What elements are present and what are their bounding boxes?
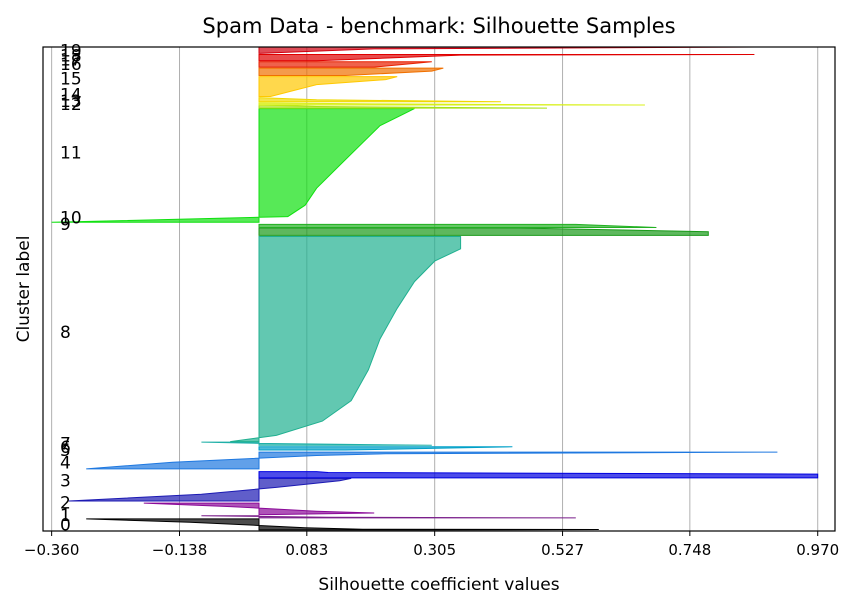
silhouette-cluster-15 <box>258 76 398 97</box>
cluster-label-18: 18 <box>60 47 82 67</box>
x-tick-label: −0.138 <box>152 541 208 559</box>
silhouette-cluster-5 <box>86 451 778 470</box>
silhouette-cluster-12 <box>258 104 548 109</box>
cluster-label-13: 13 <box>60 92 82 112</box>
cluster-label-10: 10 <box>60 209 82 229</box>
silhouette-cluster-13 <box>258 102 645 106</box>
silhouette-cluster-11 <box>51 108 415 223</box>
silhouette-cluster-1 <box>201 515 576 519</box>
silhouette-cluster-19 <box>258 46 755 54</box>
x-tick-label: 0.305 <box>413 541 456 559</box>
cluster-label-11: 11 <box>60 143 82 163</box>
cluster-label-17: 17 <box>60 51 82 71</box>
cluster-label-15: 15 <box>60 70 82 90</box>
cluster-label-16: 16 <box>60 55 82 75</box>
x-axis-label: Silhouette coefficient values <box>318 575 559 595</box>
grid-lines <box>51 47 819 531</box>
x-axis-ticks: −0.360 −0.138 0.083 0.305 0.527 0.748 0.970 <box>24 531 839 559</box>
x-tick-label: 0.748 <box>668 541 711 559</box>
cluster-label-5: 5 <box>60 441 71 461</box>
cluster-label-3: 3 <box>60 472 71 492</box>
cluster-label-8: 8 <box>60 323 71 343</box>
cluster-label-7: 7 <box>60 435 71 455</box>
silhouette-cluster-18 <box>258 54 755 62</box>
silhouette-cluster-6 <box>258 446 513 451</box>
silhouette-cluster-8 <box>230 236 462 443</box>
silhouette-cluster-7 <box>201 441 432 446</box>
cluster-label-9: 9 <box>60 215 71 235</box>
cluster-label-1: 1 <box>60 506 71 526</box>
cluster-label-0: 0 <box>60 516 71 536</box>
x-tick-label: 0.527 <box>541 541 584 559</box>
silhouette-cluster-10 <box>258 223 657 228</box>
chart-title: Spam Data - benchmark: Silhouette Sample… <box>202 14 675 38</box>
x-tick-label: 0.083 <box>285 541 328 559</box>
cluster-label-2: 2 <box>60 494 71 514</box>
silhouette-cluster-2 <box>143 502 375 516</box>
x-tick-label: 0.970 <box>796 541 839 559</box>
cluster-label-12: 12 <box>60 95 82 115</box>
cluster-label-4: 4 <box>60 454 71 474</box>
silhouette-cluster-17 <box>258 61 432 68</box>
silhouette-cluster-3 <box>68 477 352 502</box>
silhouette-cluster-9 <box>258 227 709 236</box>
silhouette-cluster-16 <box>258 67 444 76</box>
plot-frame <box>42 46 836 532</box>
cluster-label-14: 14 <box>60 85 82 105</box>
silhouette-cluster-14 <box>258 97 501 103</box>
silhouette-cluster-4 <box>258 471 819 479</box>
silhouette-cluster-0 <box>86 518 599 531</box>
y-axis-label: Cluster label <box>14 236 34 343</box>
cluster-label-6: 6 <box>60 438 71 458</box>
x-tick-label: −0.360 <box>24 541 80 559</box>
cluster-label-19: 19 <box>60 41 82 61</box>
silhouette-areas <box>51 46 819 531</box>
